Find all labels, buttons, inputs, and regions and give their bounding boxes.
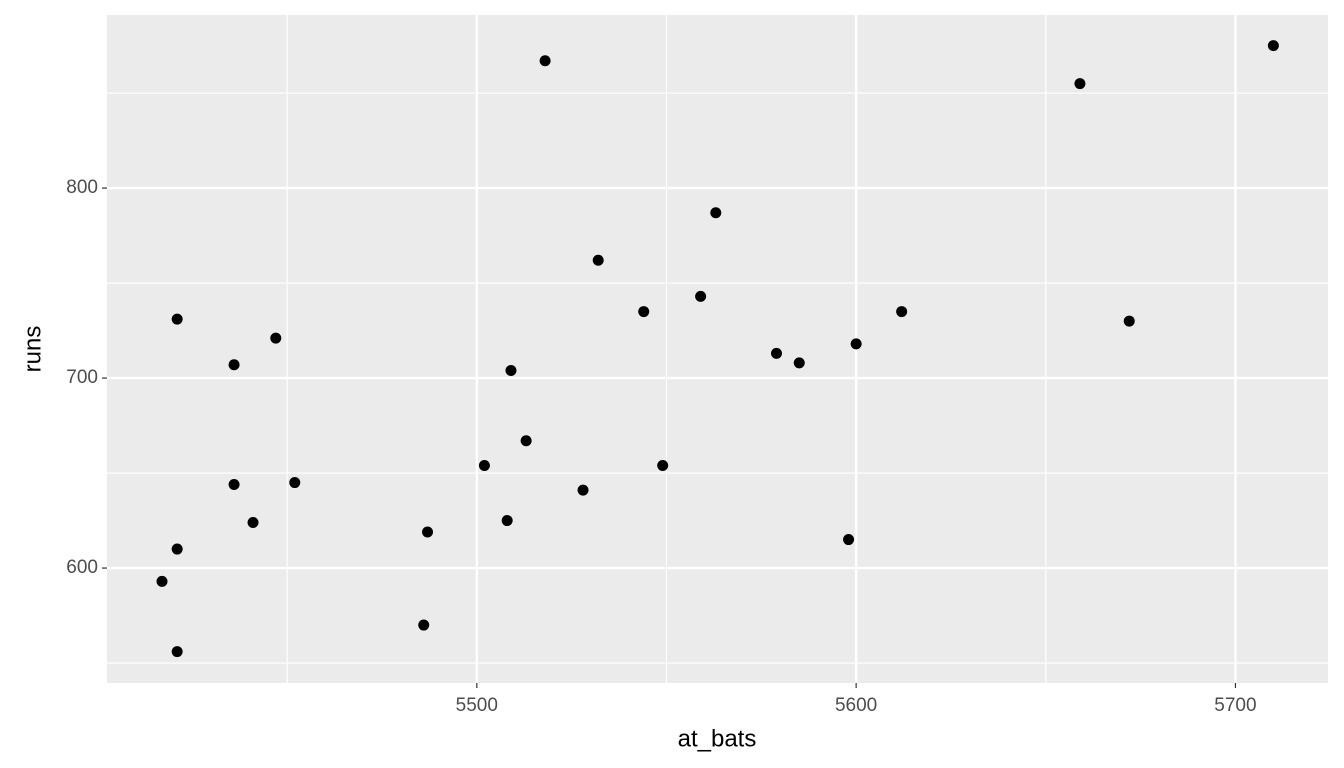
- point: [270, 332, 282, 344]
- point: [505, 364, 517, 376]
- x-axis-title: at_bats: [678, 725, 757, 752]
- x-tick-label: 5500: [456, 695, 498, 716]
- y-tick-label: 700: [66, 367, 98, 388]
- point: [1267, 40, 1279, 52]
- point: [478, 459, 490, 471]
- y-tick-label: 600: [66, 557, 98, 578]
- point: [539, 55, 551, 67]
- point: [501, 515, 513, 527]
- x-tick-label: 5600: [835, 695, 877, 716]
- point: [710, 207, 722, 219]
- point: [171, 543, 183, 555]
- point: [577, 484, 589, 496]
- y-axis-title: runs: [19, 326, 46, 373]
- point: [422, 526, 434, 538]
- point: [1074, 78, 1086, 90]
- x-tick-label: 5700: [1214, 695, 1256, 716]
- point: [156, 575, 168, 587]
- point: [843, 534, 855, 546]
- point: [896, 306, 908, 318]
- point: [592, 254, 604, 266]
- point: [418, 619, 430, 631]
- panel: [107, 15, 1328, 683]
- point: [850, 338, 862, 350]
- point: [228, 359, 240, 371]
- point: [1123, 315, 1135, 327]
- point: [770, 347, 782, 359]
- point: [171, 313, 183, 325]
- point: [171, 646, 183, 658]
- point: [247, 516, 259, 528]
- point: [657, 459, 669, 471]
- point: [228, 478, 240, 490]
- point: [793, 357, 805, 369]
- point: [695, 290, 707, 302]
- point: [520, 435, 532, 447]
- y-tick-label: 800: [66, 177, 98, 198]
- point: [289, 477, 301, 489]
- point: [638, 306, 650, 318]
